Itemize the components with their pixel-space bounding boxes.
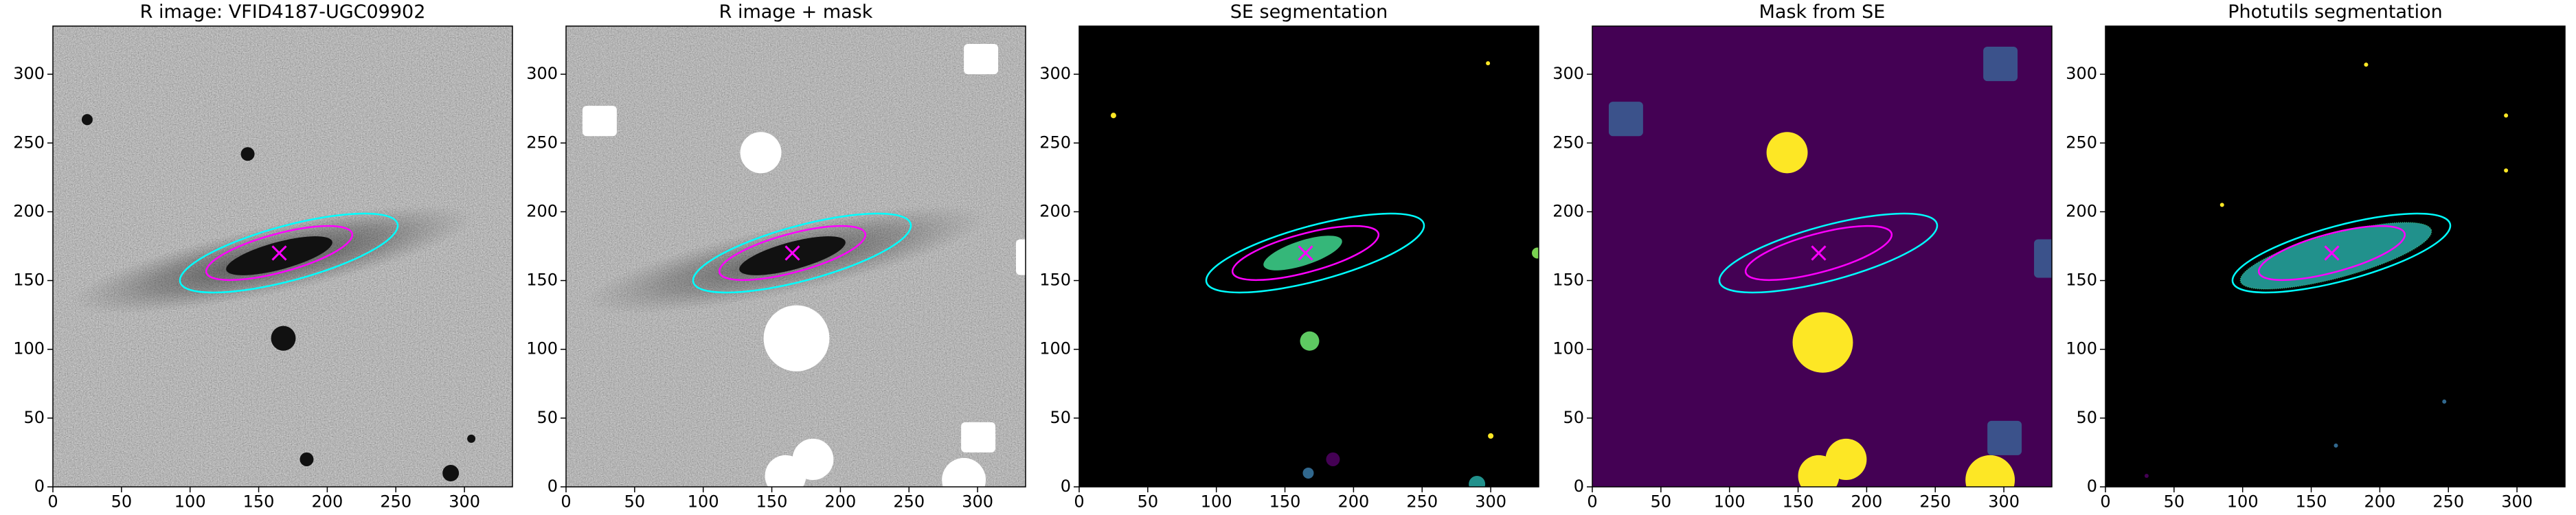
x-tick-label: 250 xyxy=(893,492,925,512)
y-tick-label: 250 xyxy=(1552,133,1584,152)
y-tick-label: 300 xyxy=(1552,64,1584,83)
axes-frame xyxy=(565,25,1026,488)
y-tick-label: 250 xyxy=(2066,133,2097,152)
x-tick-label: 250 xyxy=(2432,492,2464,512)
x-tick-label: 50 xyxy=(2164,492,2185,512)
x-tick-label: 200 xyxy=(824,492,856,512)
x-tick-label: 250 xyxy=(1919,492,1951,512)
x-tick-label: 250 xyxy=(380,492,411,512)
axes-frame xyxy=(1592,25,2053,488)
x-tick-label: 150 xyxy=(1269,492,1301,512)
panel-title: R image: VFID4187-UGC09902 xyxy=(140,1,426,23)
panel-title: Photutils segmentation xyxy=(2228,1,2443,23)
y-tick-label: 200 xyxy=(2066,201,2097,220)
y-tick-label: 50 xyxy=(23,408,45,427)
y-tick-label: 0 xyxy=(34,477,45,496)
x-tick-label: 150 xyxy=(1783,492,1814,512)
image-r xyxy=(53,25,512,487)
axes-frame xyxy=(52,25,513,488)
panel-title: Mask from SE xyxy=(1759,1,1886,23)
x-tick-label: 150 xyxy=(243,492,275,512)
x-tick-label: 100 xyxy=(688,492,719,512)
x-tick-label: 100 xyxy=(2227,492,2259,512)
y-tick-label: 150 xyxy=(526,271,558,290)
x-tick-label: 0 xyxy=(561,492,571,512)
y-tick-label: 0 xyxy=(2087,477,2097,496)
x-tick-label: 200 xyxy=(1337,492,1369,512)
y-tick-label: 100 xyxy=(13,339,45,358)
axes-frame xyxy=(1078,25,1539,488)
x-tick-label: 100 xyxy=(1714,492,1745,512)
x-tick-label: 50 xyxy=(624,492,646,512)
y-tick-label: 100 xyxy=(1039,339,1071,358)
y-tick-label: 200 xyxy=(1552,201,1584,220)
y-tick-label: 50 xyxy=(1563,408,1584,427)
x-tick-label: 300 xyxy=(449,492,480,512)
y-tick-label: 100 xyxy=(526,339,558,358)
y-tick-label: 100 xyxy=(1552,339,1584,358)
y-tick-label: 300 xyxy=(13,64,45,83)
y-tick-label: 150 xyxy=(1552,271,1584,290)
image-masked xyxy=(566,25,1026,487)
y-tick-label: 100 xyxy=(2066,339,2097,358)
x-tick-label: 150 xyxy=(756,492,788,512)
x-tick-label: 50 xyxy=(1651,492,1672,512)
y-tick-label: 150 xyxy=(2066,271,2097,290)
x-tick-label: 100 xyxy=(1201,492,1232,512)
y-tick-label: 200 xyxy=(526,201,558,220)
x-tick-label: 300 xyxy=(2501,492,2533,512)
panel-title: R image + mask xyxy=(719,1,873,23)
y-tick-label: 0 xyxy=(547,477,558,496)
image-photutils-seg xyxy=(2105,25,2565,487)
axes-layer: R image: VFID4187-UGC09902 0 50 100 150 200 25… xyxy=(13,1,2566,512)
y-tick-label: 250 xyxy=(13,133,45,152)
x-tick-label: 100 xyxy=(174,492,206,512)
x-tick-label: 300 xyxy=(962,492,993,512)
image-se-seg xyxy=(1079,25,1539,487)
x-tick-label: 0 xyxy=(1587,492,1597,512)
x-tick-label: 0 xyxy=(2100,492,2110,512)
x-tick-label: 50 xyxy=(111,492,133,512)
x-tick-label: 200 xyxy=(2364,492,2395,512)
x-tick-label: 0 xyxy=(47,492,58,512)
x-tick-label: 50 xyxy=(1138,492,1159,512)
y-tick-label: 200 xyxy=(1039,201,1071,220)
image-se-mask xyxy=(1592,25,2052,487)
y-tick-label: 0 xyxy=(1061,477,1071,496)
y-tick-label: 300 xyxy=(2066,64,2097,83)
y-tick-label: 200 xyxy=(13,201,45,220)
y-tick-label: 50 xyxy=(1050,408,1071,427)
y-tick-label: 150 xyxy=(13,271,45,290)
x-tick-label: 0 xyxy=(1074,492,1084,512)
x-tick-label: 200 xyxy=(311,492,343,512)
x-tick-label: 200 xyxy=(1851,492,1882,512)
y-tick-label: 0 xyxy=(1574,477,1584,496)
panel-title: SE segmentation xyxy=(1230,1,1388,23)
y-tick-label: 50 xyxy=(2076,408,2097,427)
y-tick-label: 50 xyxy=(536,408,558,427)
x-tick-label: 150 xyxy=(2296,492,2327,512)
x-tick-label: 300 xyxy=(1988,492,2020,512)
y-tick-label: 250 xyxy=(526,133,558,152)
y-tick-label: 300 xyxy=(1039,64,1071,83)
y-tick-label: 250 xyxy=(1039,133,1071,152)
x-tick-label: 250 xyxy=(1406,492,1438,512)
y-tick-label: 150 xyxy=(1039,271,1071,290)
y-tick-label: 300 xyxy=(526,64,558,83)
axes-frame xyxy=(2105,25,2566,488)
x-tick-label: 300 xyxy=(1475,492,1506,512)
